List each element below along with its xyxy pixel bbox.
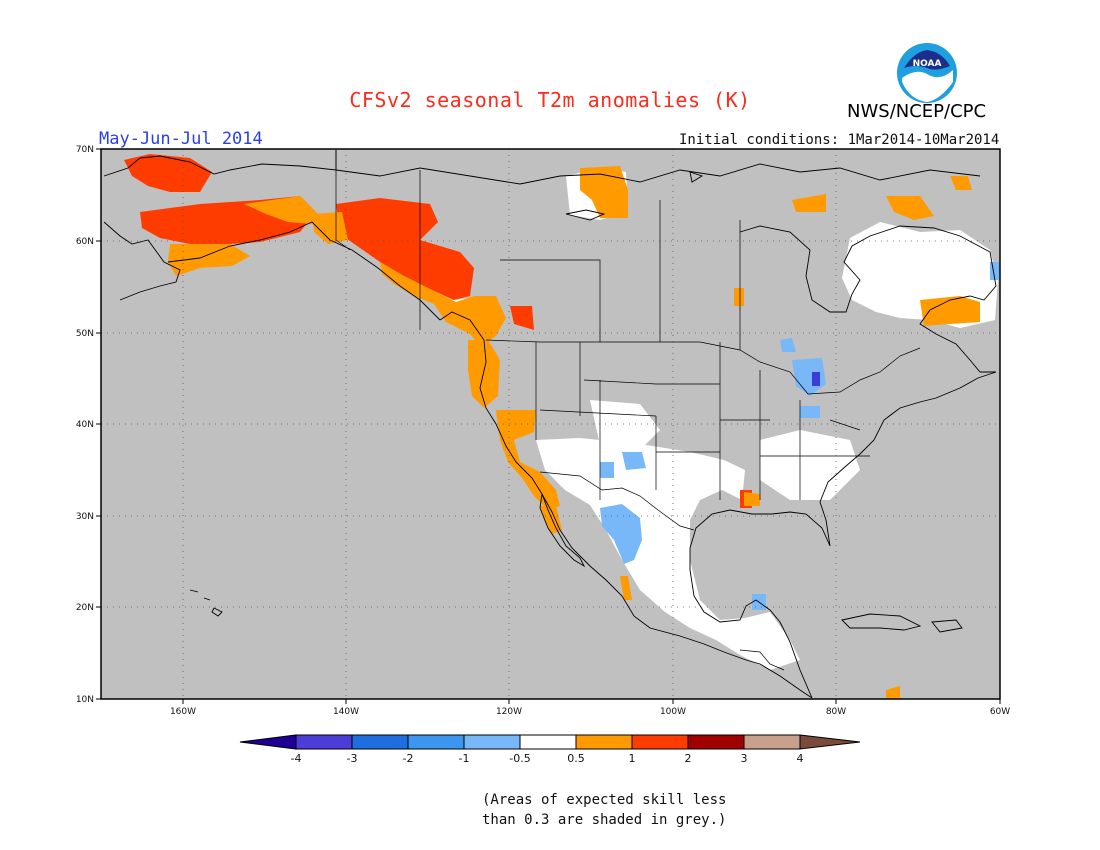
colorbar-segment [743, 734, 801, 750]
border-canada-provinces [419, 170, 741, 350]
lon-label: 80W [826, 707, 846, 717]
skill-footnote-line-2: than 0.3 are shaded in grey.) [482, 812, 727, 828]
colorbar-label: 3 [741, 752, 748, 765]
colorbar-segment-lt-4 [239, 734, 297, 750]
coast-arctic-island-2 [689, 171, 704, 183]
colorbar-label: -2 [403, 752, 414, 765]
initial-conditions: Initial conditions: 1Mar2014-10Mar2014 [679, 132, 1000, 148]
lat-label: 50N [76, 329, 94, 339]
region-cool-sierra-madre [600, 504, 642, 564]
region-warm-05-1-labrador [920, 296, 980, 326]
coast-hispaniola [931, 619, 963, 633]
lat-label: 30N [76, 512, 94, 522]
colorbar-label: -0.5 [509, 752, 530, 765]
colorbar-segment [407, 734, 465, 750]
region-cool-great-lakes [792, 358, 826, 396]
border-central-america [739, 649, 785, 671]
axis-ticks [96, 148, 1001, 704]
region-warm-05-1-baja [540, 506, 562, 534]
colorbar-segment [463, 734, 521, 750]
lat-label: 40N [76, 420, 94, 430]
colorbar-label: -4 [291, 752, 302, 765]
region-cool-ontario [780, 338, 796, 352]
lat-label: 70N [76, 145, 94, 155]
lon-label: 160W [170, 707, 196, 717]
region-warm-05-1-caribbean [886, 686, 900, 699]
coast-arctic-island-1 [565, 209, 606, 221]
colorbar-segment [687, 734, 745, 750]
coast-baja [539, 493, 586, 568]
region-warm-05-1-california [496, 410, 560, 510]
region-warm-1-2-alaska-north [124, 154, 212, 192]
coast-hawaii [189, 589, 223, 617]
region-warm-05-1-nunavut [580, 166, 628, 218]
border-us-canada [485, 339, 921, 395]
colorbar-labels: -4 -3 -2 -1 -0.5 0.5 1 2 3 4 [291, 752, 804, 765]
region-cool-quebec-east [990, 262, 1000, 280]
coast-cuba [841, 613, 922, 631]
region-warm-05-1-greenland [950, 176, 972, 190]
region-cool-arizona [600, 462, 614, 478]
colorbar-segment [295, 734, 353, 750]
political-borders [335, 150, 921, 671]
noaa-logo: NOAA [897, 43, 957, 103]
anomaly-map: 70N 60N 50N 40N 30N 20N 10N 160W 140W 12… [76, 145, 1010, 765]
coast-arctic [335, 163, 981, 185]
agency-label: NWS/NCEP/CPC [847, 101, 987, 122]
region-warm-05-1-mexico-coast [620, 576, 632, 600]
coastlines [103, 150, 997, 699]
region-near-normal-midwest [590, 400, 660, 450]
colorbar-label: -3 [347, 752, 358, 765]
colorbar-label: -1 [459, 752, 470, 765]
region-cool-great-lakes-south [800, 406, 820, 418]
anomaly-fields [124, 154, 1000, 699]
region-cold-michigan [812, 372, 820, 386]
region-warm-1-2-pnw [510, 306, 534, 330]
forecast-period: May-Jun-Jul 2014 [99, 129, 263, 149]
lon-label: 100W [660, 707, 686, 717]
colorbar [239, 734, 861, 750]
border-alaska-canada [335, 150, 351, 251]
lat-label: 60N [76, 237, 94, 247]
lon-label: 120W [496, 707, 522, 717]
chart-title: CFSv2 seasonal T2m anomalies (K) [349, 88, 751, 112]
coast-alaska [103, 150, 441, 321]
latitude-labels: 70N 60N 50N 40N 30N 20N 10N [76, 145, 94, 705]
colorbar-segment [631, 734, 689, 750]
border-states-1 [535, 342, 870, 500]
colorbar-label: 2 [685, 752, 692, 765]
colorbar-segment [575, 734, 633, 750]
region-warm-1-2-yukon-bc [336, 198, 474, 300]
region-warm-05-1-alaska-east [244, 196, 318, 224]
colorbar-segment [351, 734, 409, 750]
region-near-normal-east [760, 430, 860, 500]
coast-hudson-bay [739, 225, 991, 313]
coast-gulf [689, 371, 997, 699]
lon-label: 60W [990, 707, 1010, 717]
lat-label: 20N [76, 603, 94, 613]
border-us-mexico [539, 471, 695, 531]
region-cool-new-mexico [622, 452, 646, 470]
skill-footnote-line-1: (Areas of expected skill less [482, 792, 727, 808]
region-warm-05-1-alaska-south [168, 244, 250, 276]
lon-label: 140W [333, 707, 359, 717]
colorbar-segment-gt-4 [799, 734, 861, 750]
coast-west [439, 311, 813, 699]
region-warm-05-1-gulf-coast [744, 492, 760, 506]
region-warm-05-1-yukon [312, 212, 348, 244]
coast-labrador [919, 251, 997, 373]
colorbar-label: 4 [797, 752, 804, 765]
noaa-logo-text: NOAA [913, 59, 942, 69]
region-warm-05-1-bc-coast [380, 262, 506, 346]
lat-label: 10N [76, 695, 94, 705]
region-warm-05-1-baffin-west [792, 194, 826, 212]
colorbar-label: 0.5 [567, 752, 585, 765]
region-near-normal-mexico-southern-us [536, 438, 800, 670]
colorbar-segment [519, 734, 577, 750]
longitude-labels: 160W 140W 120W 100W 80W 60W [170, 707, 1010, 717]
colorbar-label: 1 [629, 752, 636, 765]
region-warm-05-1-hudson [734, 288, 744, 306]
region-warm-05-1-oregon-coast [468, 340, 500, 408]
region-warm-05-1-baffin-east [886, 196, 934, 220]
